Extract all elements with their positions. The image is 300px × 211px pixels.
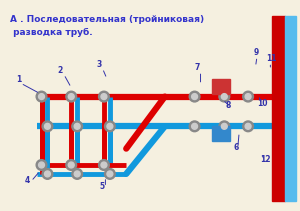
- Bar: [212, 126, 230, 141]
- Circle shape: [189, 91, 200, 102]
- Circle shape: [42, 121, 53, 132]
- Circle shape: [219, 91, 230, 102]
- Text: 12: 12: [260, 155, 271, 164]
- Bar: [272, 16, 285, 201]
- Circle shape: [74, 171, 80, 177]
- Circle shape: [42, 169, 53, 179]
- Text: 6: 6: [233, 143, 238, 152]
- Circle shape: [36, 160, 47, 170]
- Text: 2: 2: [58, 66, 63, 75]
- Circle shape: [104, 169, 115, 179]
- Bar: [212, 79, 230, 94]
- Circle shape: [74, 123, 80, 129]
- Circle shape: [101, 94, 107, 100]
- Circle shape: [68, 162, 74, 168]
- Circle shape: [245, 123, 251, 129]
- Circle shape: [104, 121, 115, 132]
- Circle shape: [192, 123, 197, 129]
- Text: разводка труб.: разводка труб.: [10, 28, 93, 37]
- Text: 9: 9: [254, 48, 259, 57]
- Circle shape: [72, 169, 83, 179]
- Circle shape: [36, 91, 47, 102]
- Circle shape: [189, 121, 200, 132]
- Circle shape: [66, 160, 76, 170]
- Text: 3: 3: [97, 60, 102, 69]
- Circle shape: [39, 162, 44, 168]
- Text: 7: 7: [195, 63, 200, 72]
- Text: 10: 10: [257, 99, 268, 107]
- Text: А . Последовательная (тройниковая): А . Последовательная (тройниковая): [10, 15, 204, 24]
- Bar: [285, 16, 296, 201]
- Text: 5: 5: [100, 182, 105, 191]
- Circle shape: [72, 121, 83, 132]
- Circle shape: [243, 91, 254, 102]
- Circle shape: [99, 91, 109, 102]
- Circle shape: [39, 94, 44, 100]
- Text: 1: 1: [16, 75, 22, 84]
- Circle shape: [107, 123, 113, 129]
- Circle shape: [243, 121, 254, 132]
- Circle shape: [44, 171, 50, 177]
- Text: 4: 4: [25, 176, 30, 185]
- Circle shape: [107, 171, 113, 177]
- Circle shape: [101, 162, 107, 168]
- Circle shape: [219, 121, 230, 132]
- Text: 8: 8: [226, 101, 231, 111]
- Circle shape: [245, 94, 251, 100]
- Circle shape: [44, 123, 50, 129]
- Circle shape: [99, 160, 109, 170]
- Circle shape: [68, 94, 74, 100]
- Text: 11: 11: [266, 54, 276, 63]
- Circle shape: [221, 94, 227, 100]
- Circle shape: [221, 123, 227, 129]
- Circle shape: [192, 94, 197, 100]
- Circle shape: [66, 91, 76, 102]
